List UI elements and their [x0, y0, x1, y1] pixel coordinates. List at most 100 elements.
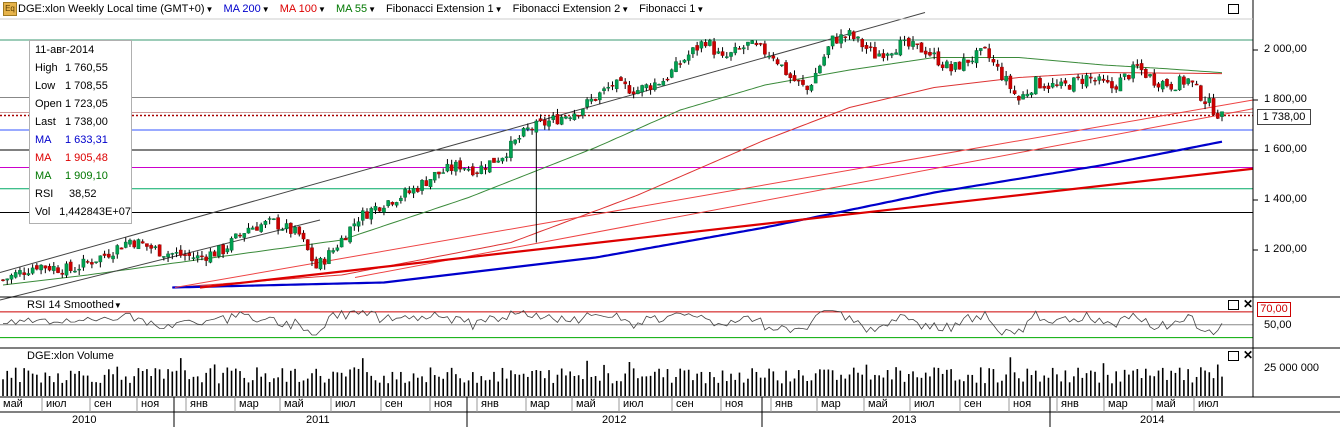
month-label: сен [964, 398, 982, 410]
candle-body [809, 84, 814, 91]
candle-body [830, 35, 835, 47]
candle-body [1072, 77, 1076, 92]
candle-body [890, 53, 894, 56]
candle-body [1088, 76, 1093, 79]
candle-body [572, 113, 577, 120]
year-label: 2012 [602, 414, 627, 426]
candle-body [991, 59, 996, 63]
candle-body [509, 140, 513, 158]
indicator-label: Fibonacci Extension 2 [512, 3, 621, 15]
candle-body [1165, 79, 1169, 87]
data-info-box: 11-авг-2014 High 1 760,55 Low 1 708,55 Open 1… [29, 40, 132, 224]
last-price-box: 1 738,00 [1257, 109, 1311, 125]
candle-body [187, 253, 192, 256]
candle-body [538, 118, 543, 122]
candle-body [898, 39, 903, 56]
indicator-item[interactable]: Fibonacci Extension 2 ▼ [513, 3, 630, 15]
maximize-icon[interactable] [1228, 300, 1239, 310]
info-row: MA 1 633,31 [30, 131, 131, 149]
maximize-icon[interactable] [1228, 351, 1239, 361]
candle-body [1017, 95, 1021, 101]
candle-body [487, 160, 492, 173]
indicator-item[interactable]: Fibonacci Extension 1 ▼ [386, 3, 503, 15]
candle-body [1050, 83, 1055, 88]
candle-body [945, 61, 949, 69]
candle-body [936, 51, 941, 66]
candle-body [835, 36, 839, 44]
year-label: 2010 [72, 414, 97, 426]
rsi-line [2, 309, 1223, 336]
candle-body [1186, 78, 1190, 84]
candle-body [293, 226, 297, 234]
candle-body [653, 82, 657, 90]
candle-body [881, 53, 886, 59]
info-row: MA 1 909,10 [30, 167, 131, 185]
info-key: RSI [35, 188, 54, 200]
indicator-item[interactable]: MA 55 ▼ [336, 3, 376, 15]
candle-body [77, 268, 81, 271]
candle-body [1203, 101, 1207, 105]
candle-body [864, 45, 869, 49]
candle-body [953, 62, 958, 70]
candle-body [128, 239, 132, 245]
candle-body [784, 62, 788, 75]
candle-body [365, 211, 369, 219]
candle-body [1169, 83, 1174, 90]
candle-body [1182, 76, 1186, 85]
candle-body [462, 167, 467, 170]
candle-body [344, 237, 348, 241]
month-label: ноя [1013, 398, 1032, 410]
fibonacci-layer [0, 12, 1254, 301]
rsi-panel-title[interactable]: RSI 14 Smoothed▼ [27, 299, 122, 311]
candle-body [555, 114, 560, 125]
candle-body [437, 171, 441, 175]
candle-body [204, 256, 208, 261]
candle-body [771, 55, 776, 59]
candle-body [780, 64, 784, 66]
candle-body [885, 53, 890, 56]
close-icon[interactable]: ✕ [1243, 297, 1254, 311]
month-label: май [1156, 398, 1176, 410]
dropdown-caret-icon: ▼ [368, 4, 377, 14]
candle-body [877, 53, 881, 57]
candle-body [360, 210, 365, 221]
candle-body [390, 202, 395, 205]
year-label: 2014 [1140, 414, 1165, 426]
indicator-item[interactable]: Fibonacci 1 ▼ [639, 3, 704, 15]
candle-body [47, 265, 52, 271]
symbol-menu[interactable]: Eq DGE:xlon Weekly Local time (GMT+0) ▼ [3, 2, 213, 16]
indicator-item[interactable]: MA 200 ▼ [223, 3, 269, 15]
candle-body [403, 189, 407, 198]
candle-body [149, 245, 153, 249]
rsi-tick-label: 50,00 [1264, 319, 1292, 331]
candle-body [301, 232, 306, 240]
info-value: 38,52 [69, 188, 97, 200]
candle-body [1177, 76, 1182, 91]
maximize-icon[interactable] [1228, 4, 1239, 14]
fibonacci-channel-line [0, 219, 321, 301]
info-value: 1 633,31 [65, 134, 108, 146]
candle-body [318, 258, 323, 270]
candle-body [1215, 113, 1220, 119]
candle-body [648, 85, 653, 90]
info-key: Vol [35, 206, 51, 218]
indicator-item[interactable]: MA 100 ▼ [280, 3, 326, 15]
chart-toolbar: Eq DGE:xlon Weekly Local time (GMT+0) ▼ M… [0, 0, 1256, 18]
candle-body [458, 160, 462, 170]
candle-body [1148, 74, 1152, 77]
month-label: июл [1198, 398, 1219, 410]
candle-body [873, 47, 877, 59]
candle-body [162, 256, 166, 258]
info-row: High 1 760,55 [30, 59, 131, 77]
candle-body [1021, 94, 1025, 100]
candle-body [1194, 83, 1199, 86]
candle-body [35, 265, 39, 270]
info-row: Last 1 738,00 [30, 113, 131, 131]
close-icon[interactable]: ✕ [1243, 348, 1254, 362]
candle-body [174, 252, 179, 254]
month-label: янв [1061, 398, 1079, 410]
indicator-label: Fibonacci Extension 1 [386, 3, 494, 15]
indicator-label: MA 200 [223, 3, 261, 15]
indicator-label: Fibonacci 1 [639, 3, 696, 15]
